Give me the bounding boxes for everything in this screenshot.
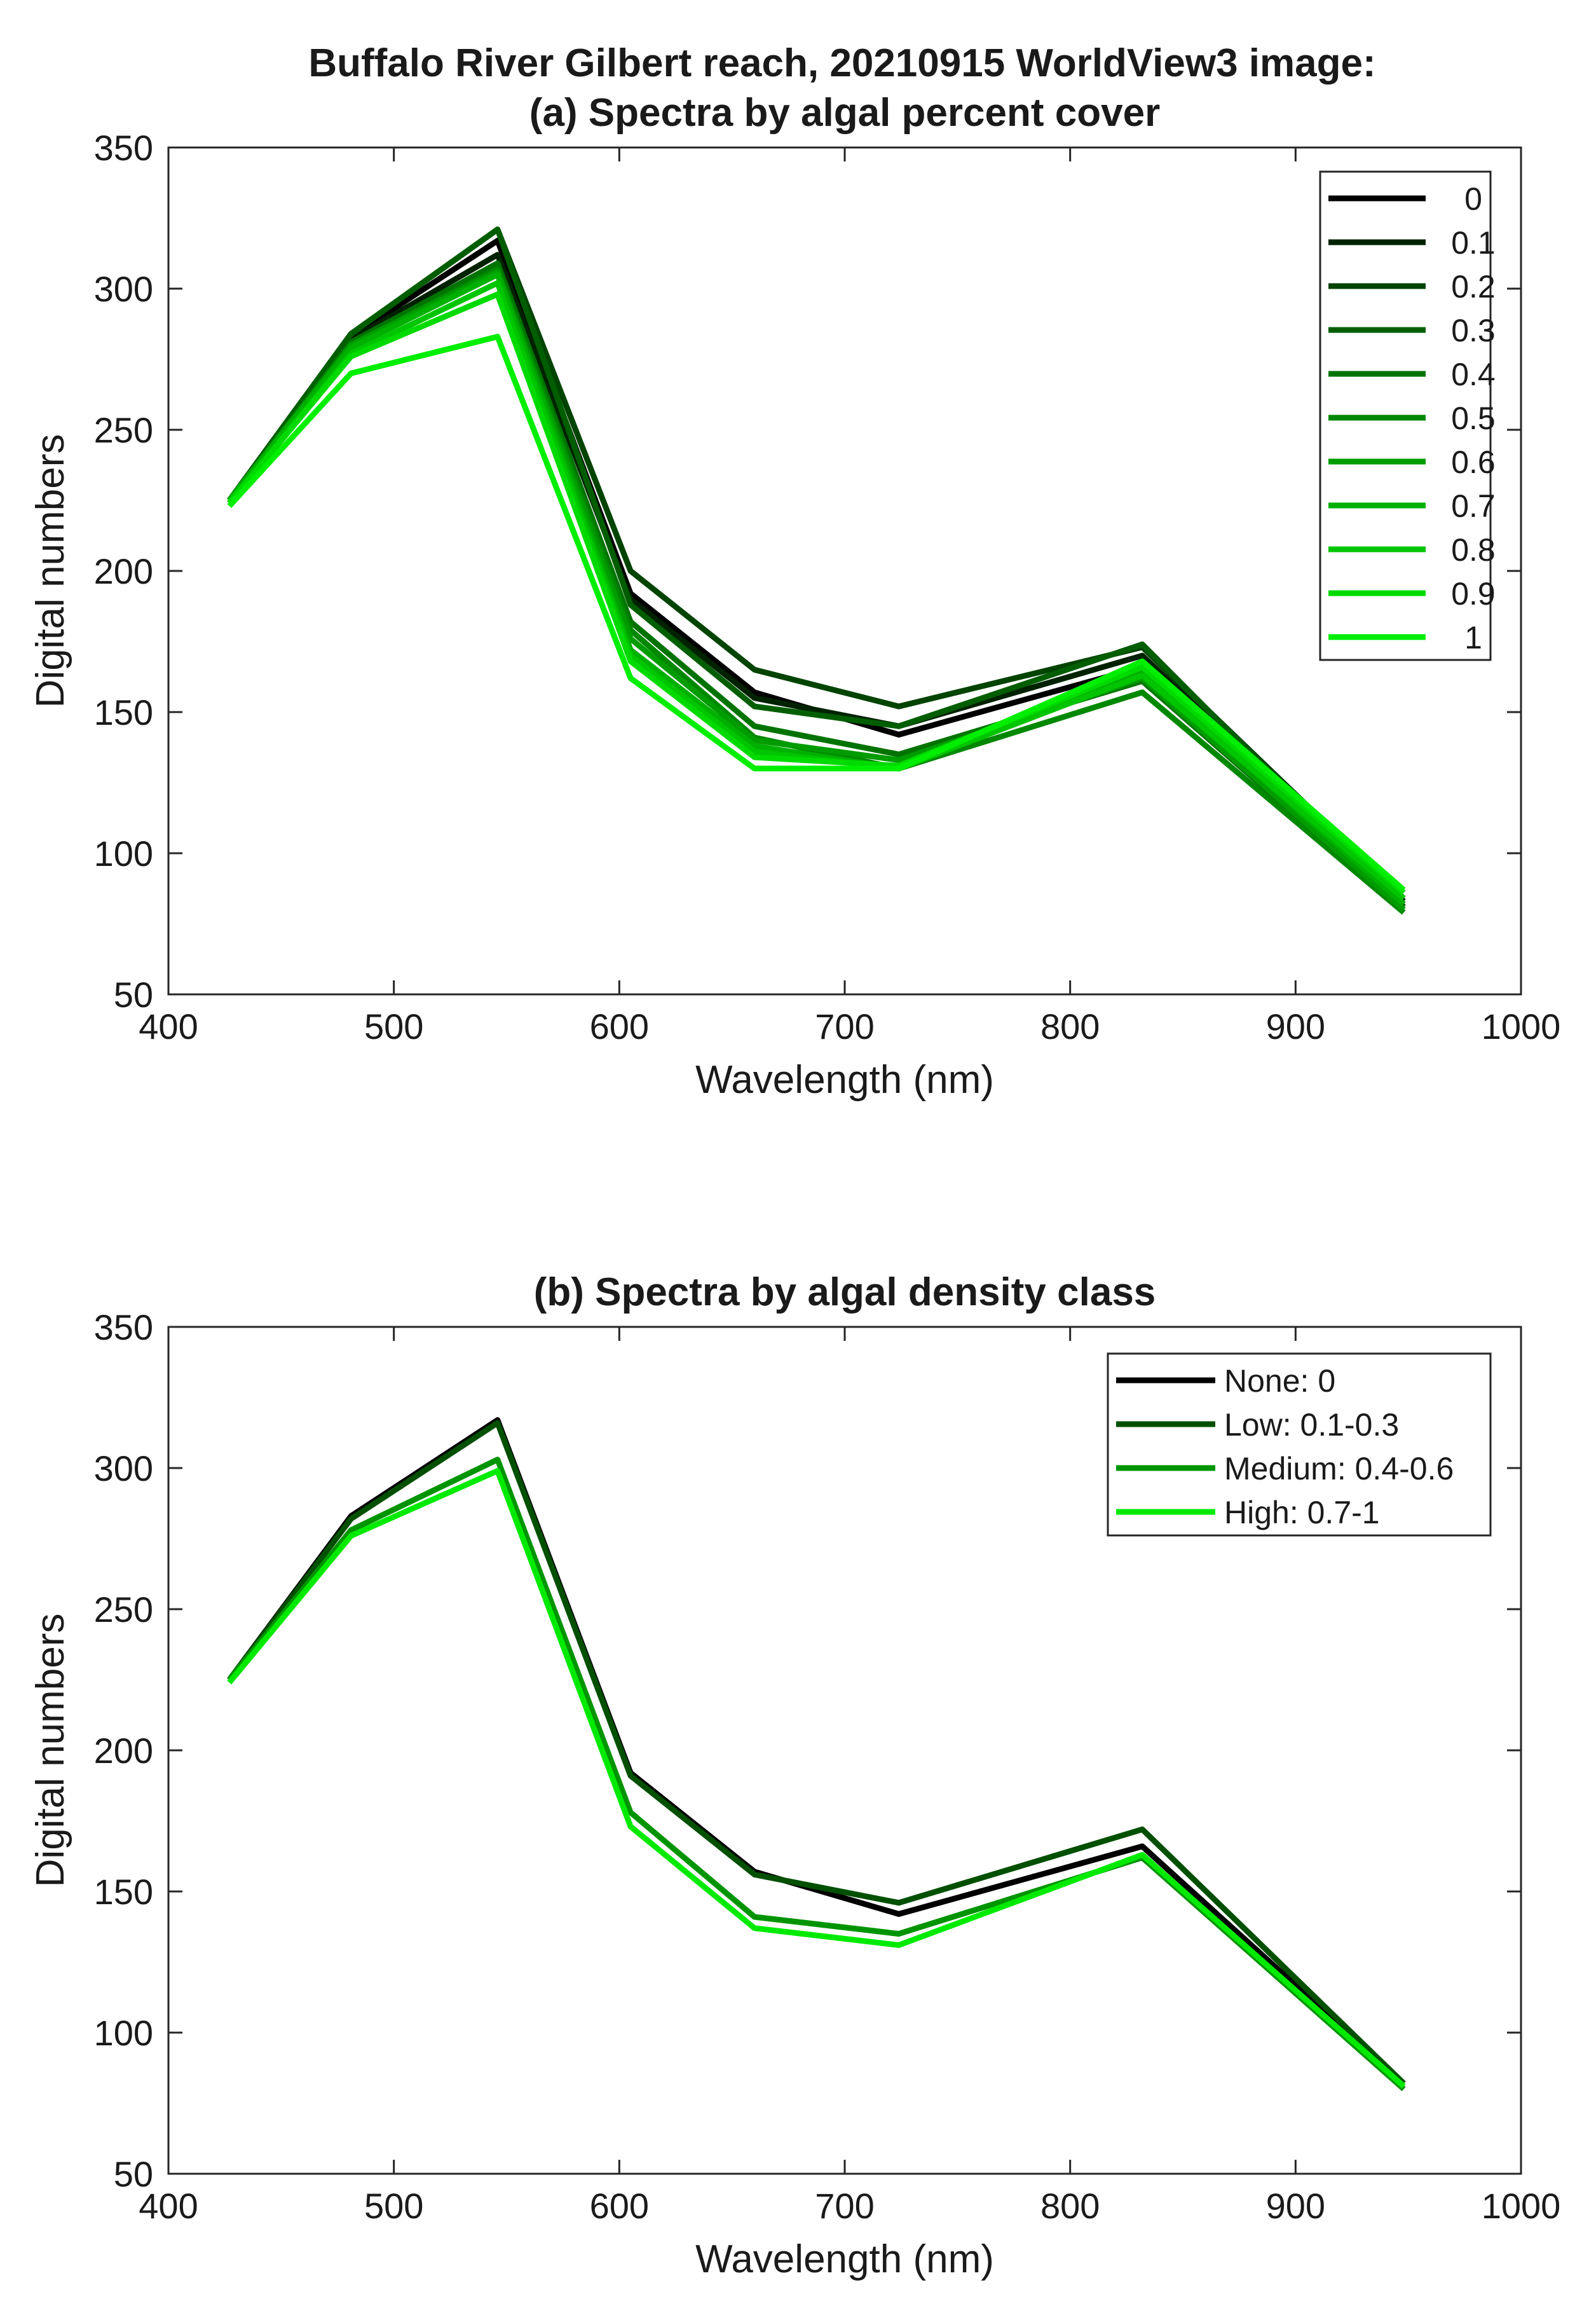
y-tick-label: 200 bbox=[94, 1731, 153, 1771]
x-tick-label: 600 bbox=[590, 2186, 649, 2226]
y-tick-label: 100 bbox=[94, 2013, 153, 2053]
series-line-High-0-7-1 bbox=[227, 1467, 1406, 2089]
legend-label: 0.4 bbox=[1451, 357, 1496, 392]
chart-panel-b: (b) Spectra by algal density class 400 500… bbox=[29, 1270, 1560, 2281]
y-tick-label: 50 bbox=[114, 975, 153, 1015]
legend-label: None: 0 bbox=[1224, 1363, 1335, 1399]
legend-label: 0.2 bbox=[1451, 269, 1496, 305]
figure-title: Buffalo River Gilbert reach, 20210915 Wo… bbox=[308, 41, 1375, 85]
x-axis-label: Wavelength (nm) bbox=[695, 2237, 994, 2281]
x-axis-label: Wavelength (nm) bbox=[695, 1058, 994, 1102]
y-tick-label: 350 bbox=[94, 1307, 153, 1347]
chart-title: (a) Spectra by algal percent cover bbox=[529, 91, 1160, 135]
x-tick-label: 900 bbox=[1266, 2186, 1325, 2226]
series-line-Low-0-1-0-3 bbox=[227, 1420, 1406, 2086]
legend bbox=[1107, 1352, 1492, 1537]
y-tick-label: 150 bbox=[94, 1872, 153, 1912]
y-tick-label: 300 bbox=[94, 269, 153, 309]
legend-label: 0.7 bbox=[1451, 488, 1496, 524]
series-line-0-3 bbox=[227, 226, 1406, 909]
x-tick-label: 600 bbox=[590, 1006, 649, 1047]
x-tick-label: 400 bbox=[139, 2186, 198, 2226]
x-tick-label: 500 bbox=[364, 1006, 423, 1047]
x-tick-label: 1000 bbox=[1482, 1006, 1561, 1047]
legend-label: 0.6 bbox=[1451, 444, 1496, 480]
legend-label: Medium: 0.4-0.6 bbox=[1224, 1451, 1454, 1486]
plot-area bbox=[167, 146, 1522, 996]
x-tick-label: 800 bbox=[1040, 2186, 1100, 2226]
x-tick-label: 500 bbox=[364, 2186, 423, 2226]
y-tick-label: 200 bbox=[94, 551, 153, 591]
legend-label: 0 bbox=[1464, 181, 1482, 217]
series-line-0-9 bbox=[227, 291, 1406, 895]
legend-label: Low: 0.1-0.3 bbox=[1224, 1407, 1399, 1443]
series-line-0-5 bbox=[227, 266, 1406, 915]
legend-label: High: 0.7-1 bbox=[1224, 1495, 1380, 1530]
series-line-0-1 bbox=[227, 252, 1406, 903]
y-tick-label: 250 bbox=[94, 1589, 153, 1630]
y-tick-label: 50 bbox=[114, 2154, 153, 2194]
legend-label: 0.9 bbox=[1451, 576, 1496, 612]
series-line-0-6 bbox=[227, 268, 1406, 912]
series-line-0-7 bbox=[227, 271, 1406, 907]
series-line-0-8 bbox=[227, 280, 1406, 901]
y-tick-label: 300 bbox=[94, 1448, 153, 1488]
y-tick-label: 350 bbox=[94, 128, 153, 168]
legend-label: 0.5 bbox=[1451, 401, 1496, 436]
legend-label: 0.8 bbox=[1451, 532, 1496, 568]
series-line-0 bbox=[227, 238, 1406, 907]
x-tick-label: 700 bbox=[815, 2186, 874, 2226]
legend-label: 0.3 bbox=[1451, 313, 1496, 348]
y-axis-label: Digital numbers bbox=[29, 1614, 72, 1888]
y-tick-label: 150 bbox=[94, 692, 153, 732]
x-tick-label: 800 bbox=[1040, 1006, 1100, 1047]
x-tick-label: 700 bbox=[815, 1006, 874, 1047]
y-tick-label: 250 bbox=[94, 410, 153, 450]
legend-label: 1 bbox=[1464, 620, 1482, 655]
legend-label: 0.1 bbox=[1451, 225, 1496, 261]
y-tick-label: 100 bbox=[94, 834, 153, 874]
series-line-Medium-0-4-0-6 bbox=[227, 1457, 1406, 2092]
x-tick-label: 1000 bbox=[1482, 2186, 1561, 2226]
y-axis-label: Digital numbers bbox=[29, 434, 72, 708]
x-tick-label: 400 bbox=[139, 1006, 198, 1047]
x-tick-label: 900 bbox=[1266, 1006, 1325, 1047]
series-line-1 bbox=[227, 334, 1406, 893]
chart-title: (b) Spectra by algal density class bbox=[534, 1270, 1156, 1314]
